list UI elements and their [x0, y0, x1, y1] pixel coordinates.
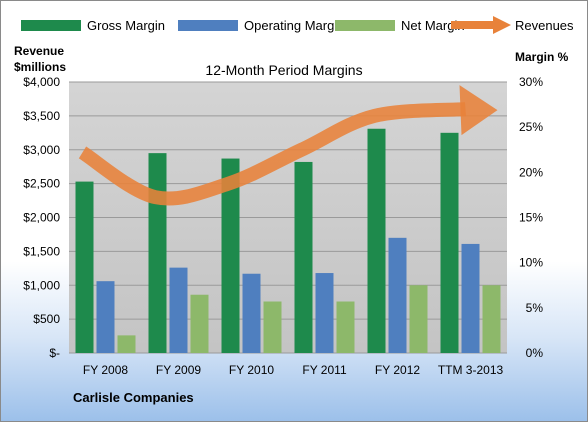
legend-label: Operating Margin — [244, 18, 344, 33]
legend: Gross Margin Operating Margin Net Margin Re… — [21, 16, 574, 34]
bar-operating-margin — [315, 273, 334, 353]
bar-operating-margin — [388, 237, 407, 353]
y-right-tick: 15% — [519, 211, 543, 225]
bars — [75, 128, 501, 353]
chart-title: 12-Month Period Margins — [205, 62, 362, 78]
y-left-tick: $2,500 — [23, 177, 60, 191]
legend-label: Gross Margin — [87, 18, 165, 33]
bar-operating-margin — [242, 273, 261, 353]
legend-arrow — [493, 16, 511, 34]
bar-gross-margin — [75, 181, 94, 353]
x-tick: FY 2010 — [229, 363, 274, 377]
y-left-tick: $4,000 — [23, 75, 60, 89]
x-tick: TTM 3-2013 — [438, 363, 504, 377]
bar-net-margin — [409, 285, 428, 353]
legend-label: Revenues — [515, 18, 574, 33]
bar-net-margin — [482, 285, 501, 353]
revenue-curve — [78, 102, 467, 206]
x-tick: FY 2012 — [375, 363, 420, 377]
revenue-arrowhead — [459, 85, 498, 136]
revenue-line — [78, 85, 498, 206]
y-right-tick-labels: 0% 5% 10% 15% 20% 25% 30% — [519, 75, 543, 360]
x-tick-labels: FY 2008 FY 2009 FY 2010 FY 2011 FY 2012 TTM 3… — [83, 363, 504, 377]
y-right-tick: 20% — [519, 165, 543, 179]
legend-swatch — [21, 20, 81, 31]
y-left-label-line2: $millions — [14, 60, 66, 74]
bar-net-margin — [190, 294, 209, 353]
x-tick: FY 2011 — [302, 363, 347, 377]
bar-gross-margin — [440, 132, 459, 353]
y-left-tick: $3,000 — [23, 143, 60, 157]
bar-gross-margin — [148, 153, 167, 353]
x-tick: FY 2009 — [156, 363, 201, 377]
y-left-tick: $2,000 — [23, 211, 60, 225]
y-right-tick: 10% — [519, 256, 543, 270]
y-left-label-line1: Revenue — [14, 44, 64, 58]
y-right-tick: 0% — [526, 346, 544, 360]
y-right-tick: 5% — [526, 301, 544, 315]
bar-net-margin — [336, 301, 355, 353]
y-right-tick: 25% — [519, 120, 543, 134]
x-tick: FY 2008 — [83, 363, 128, 377]
y-left-tick: $- — [49, 346, 60, 360]
y-left-tick: $1,500 — [23, 244, 60, 258]
company-name: Carlisle Companies — [73, 390, 194, 405]
legend-swatch — [178, 20, 238, 31]
legend-swatch — [335, 20, 395, 31]
y-right-label: Margin % — [515, 50, 569, 64]
bar-gross-margin — [221, 158, 240, 353]
bar-gross-margin — [367, 128, 386, 353]
bar-net-margin — [117, 335, 136, 353]
y-left-tick: $1,000 — [23, 278, 60, 292]
bar-operating-margin — [169, 267, 188, 353]
bar-operating-margin — [96, 281, 115, 353]
y-left-tick: $500 — [33, 312, 60, 326]
y-right-tick: 30% — [519, 75, 543, 89]
y-left-tick: $3,500 — [23, 109, 60, 123]
bar-net-margin — [263, 301, 282, 353]
bar-gross-margin — [294, 161, 313, 353]
y-left-tick-labels: $- $500 $1,000 $1,500 $2,000 $2,500 $3,000 $3,5… — [23, 75, 60, 360]
bar-operating-margin — [461, 243, 480, 353]
legend-label: Net Margin — [401, 18, 465, 33]
